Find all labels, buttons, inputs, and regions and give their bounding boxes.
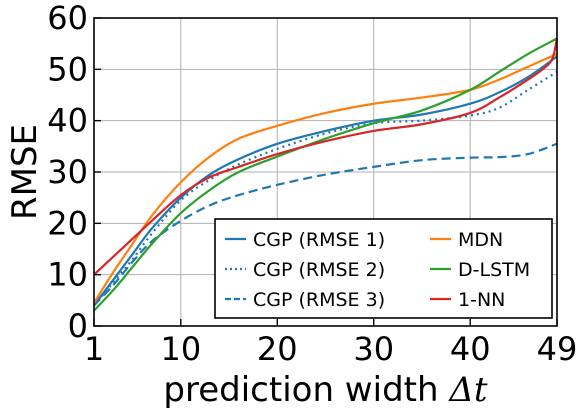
x-tick-label: 20 xyxy=(257,330,298,368)
series-line-cgp-rmse-1 xyxy=(93,55,558,307)
legend-label: CGP (RMSE 3) xyxy=(253,289,385,311)
y-tick-label: 0 xyxy=(68,307,88,345)
x-tick-label: 1 xyxy=(84,330,104,368)
series-line-cgp-rmse-2 xyxy=(93,70,558,307)
x-tick-label: 10 xyxy=(160,330,201,368)
y-tick-label: 30 xyxy=(47,153,88,191)
legend-label: CGP (RMSE 2) xyxy=(253,259,385,281)
series-line-1-nn xyxy=(93,38,559,276)
series-line-d-lstm xyxy=(93,37,558,312)
legend-label: 1-NN xyxy=(458,289,505,311)
legend-label: CGP (RMSE 1) xyxy=(253,229,385,251)
x-tick-label: 49 xyxy=(537,330,578,368)
y-tick-label: 10 xyxy=(47,256,88,294)
y-axis-label: RMSE xyxy=(5,124,45,220)
y-tick-label: 40 xyxy=(47,102,88,140)
x-axis-label: prediction width Δt xyxy=(163,370,487,410)
x-tick-label: 40 xyxy=(450,330,491,368)
x-axis-label-symbol: Δt xyxy=(447,370,488,410)
legend-box xyxy=(214,218,553,319)
x-axis-ticks: 1 10 20 30 40 49 xyxy=(84,319,578,368)
y-tick-label: 20 xyxy=(47,204,88,242)
legend-label: D-LSTM xyxy=(458,259,530,281)
series-line-cgp-rmse-3 xyxy=(93,142,558,307)
series-line-mdn xyxy=(93,52,558,304)
x-tick-label: 30 xyxy=(353,330,394,368)
series-lines xyxy=(93,37,559,312)
y-tick-label: 50 xyxy=(47,50,88,88)
y-axis-ticks: 0 10 20 30 40 50 60 xyxy=(47,0,101,345)
legend-label: MDN xyxy=(458,229,503,251)
legend: CGP (RMSE 1) CGP (RMSE 2) CGP (RMSE 3) MDN D… xyxy=(214,218,553,319)
x-axis-label-text: prediction width xyxy=(163,370,438,410)
y-tick-label: 60 xyxy=(47,0,88,37)
